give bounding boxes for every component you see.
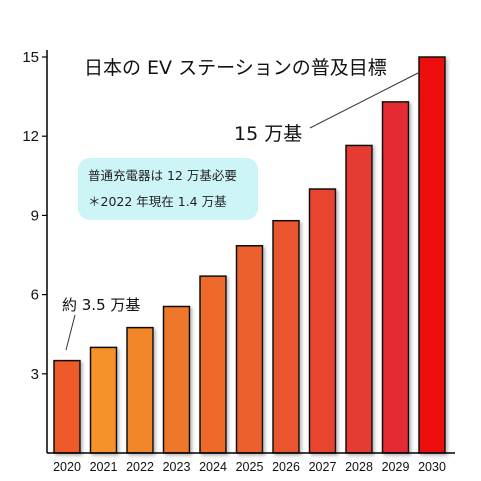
x-tick-label-2027: 2027 [309,460,337,474]
bar-2021 [89,346,118,454]
bar-2029 [381,101,410,454]
y-tick-label-6: 6 [31,287,39,304]
x-tick-labels: 2020 2021 2022 2023 2024 2025 2026 2027 2028 2029… [53,460,446,474]
x-tick-label-2030: 2030 [418,460,446,474]
x-tick-label-2028: 2028 [345,460,373,474]
y-tick-label-9: 9 [31,207,39,224]
bar-2024 [199,275,227,454]
bar-2027 [308,188,337,454]
x-tick-label-2022: 2022 [126,460,154,474]
x-tick-label-2021: 2021 [90,460,118,474]
y-tick-label-3: 3 [31,366,39,383]
bar-2030 [418,56,446,454]
y-tick-labels: 3 6 9 12 15 [22,49,47,383]
end-annotation-leader [309,71,421,129]
bars-group [53,56,446,454]
x-tick-label-2020: 2020 [53,460,81,474]
bar-2022 [126,326,154,454]
end-annotation: 15 万基 [234,123,302,145]
start-annotation-leader [65,314,76,351]
x-tick-label-2025: 2025 [236,460,264,474]
chart-title: 日本の EV ステーションの普及目標 [84,57,387,79]
y-tick-label-12: 12 [22,128,39,145]
bar-2025 [235,245,264,454]
bar-2028 [345,144,373,454]
note-line-2: ＊2022 年現在 1.4 万基 [88,194,227,209]
note-box [78,158,258,220]
bar-2026 [272,219,300,454]
y-tick-label-15: 15 [22,49,39,66]
x-tick-label-2026: 2026 [272,460,300,474]
note-line-1: 普通充電器は 12 万基必要 [88,168,237,183]
x-tick-label-2024: 2024 [199,460,227,474]
start-annotation: 約 3.5 万基 [62,296,140,314]
x-tick-label-2023: 2023 [163,460,191,474]
x-tick-label-2029: 2029 [382,460,410,474]
bar-2020 [53,359,81,454]
bar-2023 [162,305,191,454]
